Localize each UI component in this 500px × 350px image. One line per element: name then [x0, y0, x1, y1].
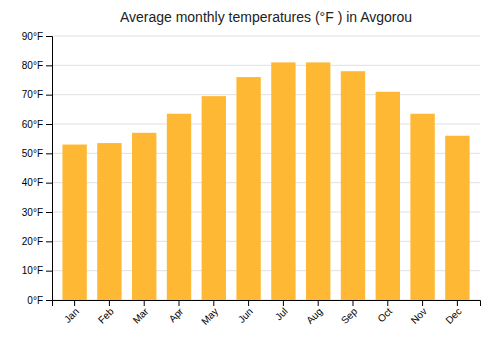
x-tick-label: Mar [131, 305, 151, 325]
x-tick-mark [283, 300, 284, 306]
y-tick-mark [46, 212, 52, 213]
x-tick: Jan [62, 300, 81, 325]
bars [62, 62, 469, 300]
y-tick-mark [46, 300, 52, 301]
x-tick-mark [387, 300, 388, 306]
x-tick-mark [109, 300, 110, 306]
x-tick-mark [457, 300, 458, 306]
bar [202, 96, 226, 300]
y-tick-label: 90°F [22, 31, 43, 42]
y-tick-label: 60°F [22, 119, 43, 130]
x-tick: Sep [339, 300, 360, 326]
bar [97, 143, 121, 300]
bar [376, 92, 400, 300]
y-tick-label: 10°F [22, 265, 43, 276]
x-tick-label: Oct [375, 306, 394, 325]
y-tick: 80°F [22, 60, 52, 71]
x-tick-mark [144, 300, 145, 306]
x-tick: Feb [96, 300, 116, 326]
x-tick: Apr [167, 300, 186, 324]
y-tick-label: 50°F [22, 148, 43, 159]
y-tick: 20°F [22, 236, 52, 247]
x-tick: Aug [304, 300, 324, 326]
x-tick-label: Feb [96, 305, 116, 325]
y-tick-label: 20°F [22, 236, 43, 247]
y-tick: 50°F [22, 148, 52, 159]
x-tick-label: Aug [304, 306, 324, 326]
x-axis-line [53, 301, 481, 307]
bar [167, 114, 191, 300]
y-tick-mark [46, 183, 52, 184]
x-tick-label: Sep [339, 305, 360, 326]
y-tick: 30°F [22, 207, 52, 218]
bar [236, 77, 260, 300]
bar [410, 114, 434, 300]
y-tick: 90°F [22, 31, 52, 42]
y-tick-mark [46, 124, 52, 125]
x-tick: Nov [409, 300, 429, 326]
x-tick-mark [422, 300, 423, 306]
y-tick-mark [46, 95, 52, 96]
y-tick: 40°F [22, 177, 52, 188]
y-tick: 60°F [22, 119, 52, 130]
x-tick-label: Jan [62, 306, 81, 325]
y-axis: 0°F 10°F 20°F 30°F 40°F 50°F 60°F 70°F 80°F 90°F [22, 31, 53, 306]
bar [62, 145, 86, 300]
grid-line [52, 94, 480, 95]
x-tick-mark [213, 300, 214, 306]
x-tick: Oct [375, 300, 394, 324]
title: Average monthly temperatures (°F ) in Av… [120, 9, 412, 25]
x-tick: Dec [443, 300, 463, 326]
bar [132, 133, 156, 300]
grid-line [52, 65, 480, 66]
chart-svg: 0°F 10°F 20°F 30°F 40°F 50°F 60°F 70°F 80°F 90°F J… [0, 0, 500, 350]
x-tick: May [199, 300, 220, 327]
y-tick-mark [46, 241, 52, 242]
x-tick-mark [179, 300, 180, 306]
x-tick: Mar [131, 300, 151, 326]
y-tick-mark [46, 36, 52, 37]
x-tick: Jul [273, 300, 290, 322]
x-tick-label: Apr [167, 305, 186, 324]
y-tick-mark [46, 271, 52, 272]
grid [52, 36, 480, 300]
y-tick-mark [46, 65, 52, 66]
x-tick-label: May [199, 306, 220, 327]
x-tick-mark [352, 300, 353, 306]
y-tick-label: 30°F [22, 207, 43, 218]
bar [341, 71, 365, 300]
x-tick-label: Nov [409, 306, 429, 326]
y-tick-label: 40°F [22, 177, 43, 188]
y-tick-label: 70°F [22, 89, 43, 100]
x-tick-mark [74, 300, 75, 306]
y-tick: 70°F [22, 89, 52, 100]
y-tick: 0°F [27, 295, 52, 306]
x-tick-label: Dec [443, 306, 463, 326]
bar [445, 136, 469, 300]
bar [306, 62, 330, 300]
y-tick-label: 0°F [27, 295, 43, 306]
x-tick-mark [318, 300, 319, 306]
y-tick-mark [46, 153, 52, 154]
y-tick: 10°F [22, 265, 52, 276]
grid-line [52, 36, 480, 37]
x-tick-label: Jul [273, 306, 290, 323]
plot-area: 0°F 10°F 20°F 30°F 40°F 50°F 60°F 70°F 80°F 90°F J… [22, 31, 481, 327]
y-tick-label: 80°F [22, 60, 43, 71]
x-tick-mark [248, 300, 249, 306]
x-axis: Jan Feb Mar Apr May Jun Jul Aug Sep Oct Nov Dec [53, 300, 481, 327]
y-axis-line [46, 37, 53, 301]
chart-container: 0°F 10°F 20°F 30°F 40°F 50°F 60°F 70°F 80°F 90°F J… [0, 0, 500, 350]
x-tick: Jun [236, 300, 255, 325]
bar [271, 62, 295, 300]
x-tick-label: Jun [236, 306, 255, 325]
